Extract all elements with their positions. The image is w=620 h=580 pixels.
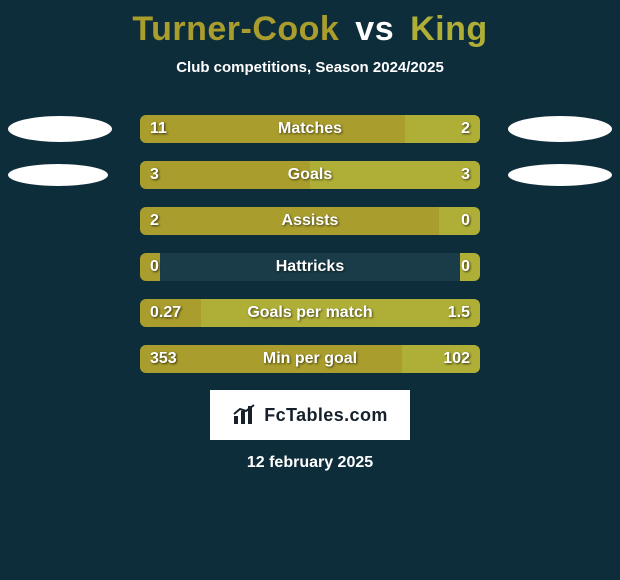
stat-bar-left (140, 299, 201, 327)
stat-bar-left (140, 161, 310, 189)
stat-bar-track: Matches112 (140, 115, 480, 143)
stat-bar-track: Min per goal353102 (140, 345, 480, 373)
stat-bar-track: Goals33 (140, 161, 480, 189)
player-right-badge (508, 164, 612, 186)
title-right-name: King (410, 10, 488, 48)
page-title: Turner-Cook vs King (0, 10, 620, 49)
date-label: 12 february 2025 (0, 454, 620, 472)
stat-bar-track: Goals per match0.271.5 (140, 299, 480, 327)
title-separator: vs (355, 10, 394, 48)
stat-bar-left (140, 345, 402, 373)
bar-chart-icon (232, 404, 258, 426)
stat-bar-left (140, 115, 405, 143)
stat-label: Hattricks (140, 253, 480, 281)
stat-bar-left (140, 253, 160, 281)
stat-bar-track: Hattricks00 (140, 253, 480, 281)
stat-row: Matches112 (0, 114, 620, 144)
stat-row: Hattricks00 (0, 252, 620, 282)
stat-bar-right (201, 299, 480, 327)
stat-bar-right (439, 207, 480, 235)
player-left-badge (8, 164, 108, 186)
title-left-name: Turner-Cook (132, 10, 339, 48)
stat-bar-left (140, 207, 439, 235)
stat-row: Min per goal353102 (0, 344, 620, 374)
player-left-badge (8, 116, 112, 142)
stat-bar-right (402, 345, 480, 373)
stat-bar-right (310, 161, 480, 189)
stat-row: Assists20 (0, 206, 620, 236)
stat-row: Goals per match0.271.5 (0, 298, 620, 328)
fctables-logo: FcTables.com (210, 390, 410, 440)
stat-row: Goals33 (0, 160, 620, 190)
fctables-logo-text: FcTables.com (264, 405, 388, 426)
stat-bar-track: Assists20 (140, 207, 480, 235)
stat-bar-right (460, 253, 480, 281)
stat-bar-right (405, 115, 480, 143)
subtitle: Club competitions, Season 2024/2025 (0, 59, 620, 76)
comparison-card: Turner-Cook vs King Club competitions, S… (0, 0, 620, 580)
player-right-badge (508, 116, 612, 142)
comparison-chart: Matches112 Goals33 Assists20 Hattricks00 Goa… (0, 114, 620, 374)
